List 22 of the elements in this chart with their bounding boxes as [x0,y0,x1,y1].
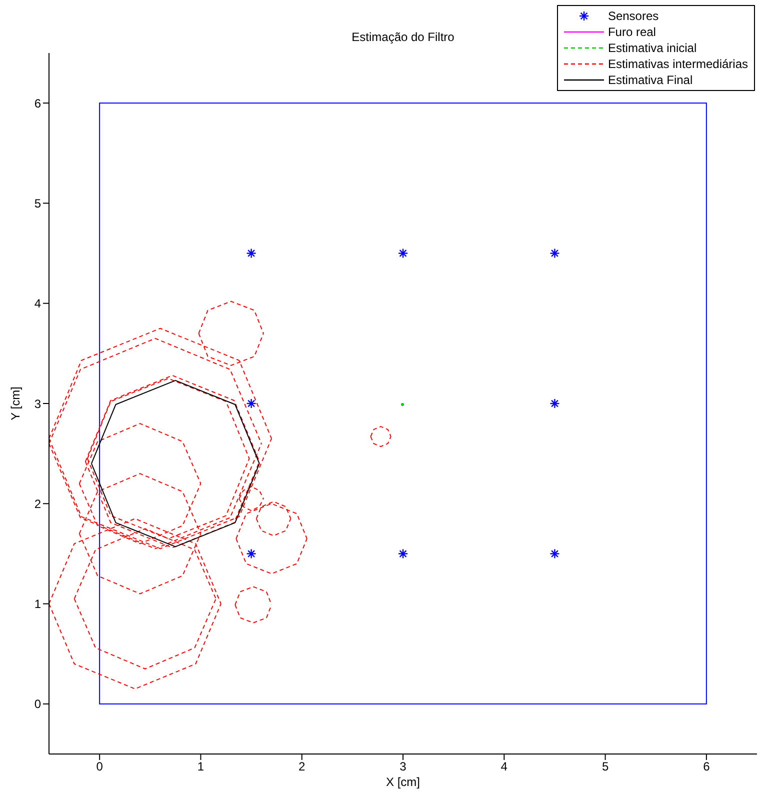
y-tick-label: 1 [34,597,42,612]
x-axis-title: X [cm] [386,775,420,789]
x-tick-label: 2 [298,760,306,774]
y-tick-label: 2 [34,496,42,511]
legend-label: Estimativa inicial [608,41,697,55]
y-tick-label: 0 [34,697,42,712]
y-tick-label: 5 [34,196,42,210]
y-tick-label: 3 [34,396,42,411]
x-tick-label: 0 [96,760,104,774]
x-tick-label: 5 [602,760,609,774]
x-tick-label: 3 [400,760,407,774]
y-tick-label: 6 [34,96,42,110]
legend-label: Estimativa Final [608,73,693,87]
y-tick-label: 4 [34,296,42,311]
x-tick-label: 6 [703,760,710,774]
chart-title: Estimação do Filtro [352,30,454,44]
y-axis-title: Y [cm] [8,386,22,420]
legend-label: Sensores [608,9,659,23]
legend-label: Estimativas intermediárias [608,57,748,71]
x-tick-label: 1 [197,760,204,774]
x-tick-label: 4 [500,760,508,774]
legend-label: Furo real [608,25,656,39]
